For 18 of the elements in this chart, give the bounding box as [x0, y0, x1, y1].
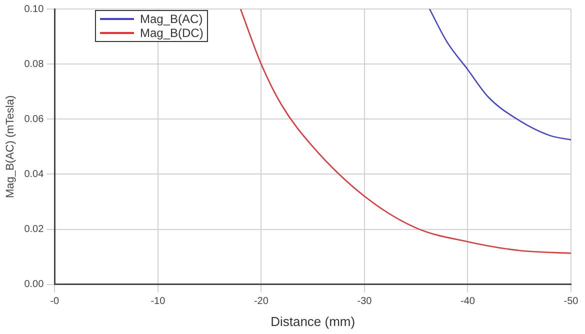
- y-tick-label: 0.08: [24, 58, 44, 70]
- x-axis-title: Distance (mm): [270, 314, 356, 329]
- y-tick-label: 0.02: [24, 224, 44, 236]
- x-tick-label: -10: [150, 296, 166, 308]
- x-tick-label: -40: [460, 296, 476, 308]
- y-tick-label: 0.06: [24, 114, 44, 125]
- x-tick-label: -50: [564, 296, 579, 308]
- y-axis-title: Mag_B(AC) (mTesla): [4, 95, 17, 198]
- x-tick-label: -30: [357, 296, 372, 308]
- line-series: [428, 9, 571, 140]
- y-tick-label: 0.10: [24, 4, 44, 15]
- y-tick-label: 0.00: [24, 279, 44, 290]
- line-series: [240, 9, 571, 254]
- legend-label: Mag_B(AC): [140, 12, 203, 26]
- x-tick-label: -20: [254, 296, 269, 308]
- x-tick-label: -0: [50, 296, 60, 308]
- y-tick-label: 0.04: [24, 168, 44, 180]
- legend-label: Mag_B(DC): [140, 26, 204, 40]
